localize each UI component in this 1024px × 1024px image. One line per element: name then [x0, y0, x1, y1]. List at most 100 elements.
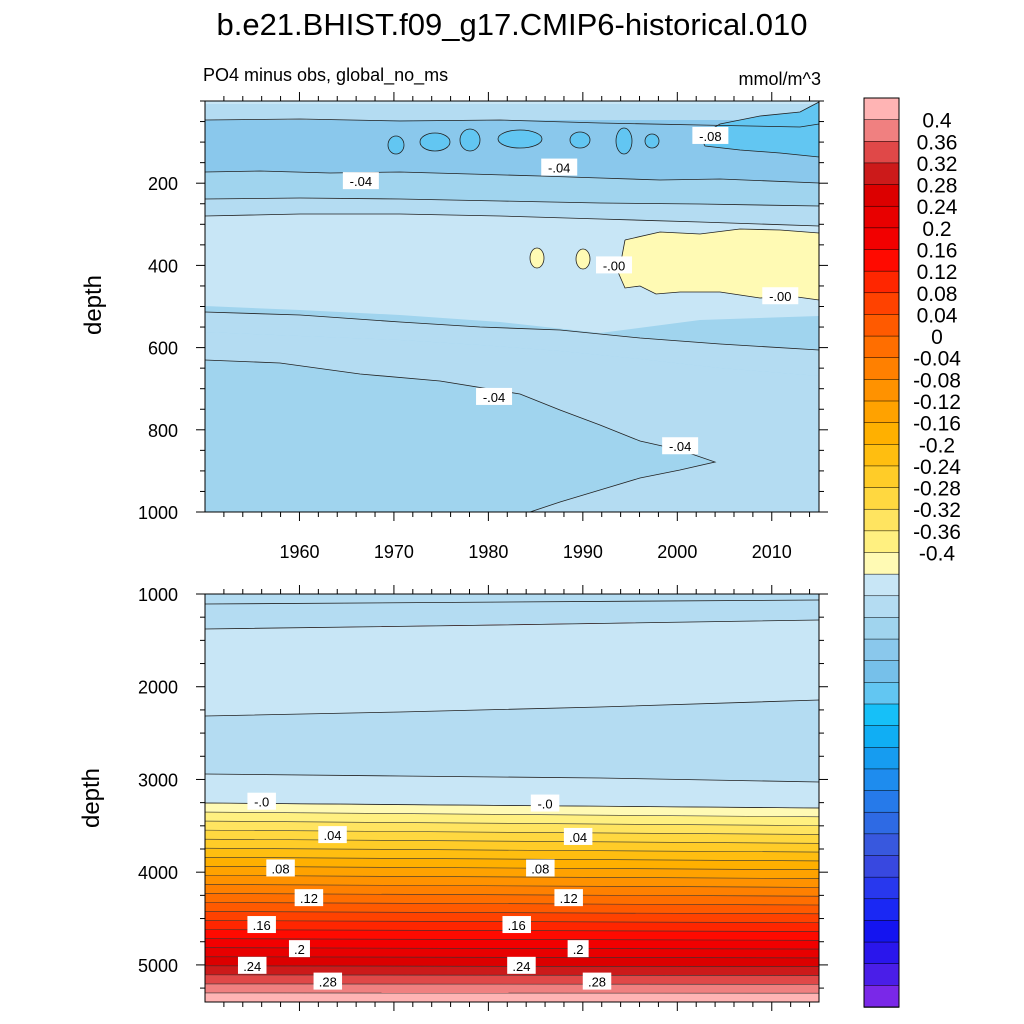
contour-label: .28 — [582, 972, 612, 990]
contour-label: .04 — [563, 827, 593, 845]
colorbar-swatch — [863, 487, 900, 510]
contour-label-bg — [342, 172, 379, 190]
contour-label-bg — [266, 859, 295, 877]
contour-label-text: -.04 — [350, 174, 372, 189]
contour-label-bg — [554, 889, 583, 907]
contour-label: -.0 — [530, 794, 560, 812]
contour-line — [205, 884, 819, 888]
colorbar-swatch — [863, 573, 900, 597]
contour-label-text: -.00 — [603, 258, 625, 273]
bottom-plot-frame — [204, 593, 820, 1003]
contour-line — [205, 829, 819, 835]
contour-band — [205, 884, 819, 897]
colorbar-tick-label: -0.36 — [913, 521, 961, 544]
colorbar-swatch — [863, 876, 900, 900]
colorbar-swatch — [863, 119, 900, 143]
colorbar-tick-label: 0.04 — [917, 304, 958, 327]
colorbar-swatch — [863, 508, 900, 532]
x-tick-label: 2000 — [657, 542, 697, 562]
contour-label: .28 — [313, 972, 343, 990]
contour-line — [205, 875, 819, 879]
x-tick-label: 1990 — [563, 542, 603, 562]
colorbar-tick-label: -0.08 — [913, 369, 961, 392]
y-tick-label: 1000 — [138, 585, 178, 605]
contour-label-bg — [530, 794, 560, 812]
contour-label-bg — [318, 826, 347, 844]
y-tick-label: 5000 — [138, 956, 178, 976]
colorbar-swatch — [863, 682, 900, 705]
colorbar-swatch — [863, 335, 900, 359]
colorbar-swatch — [863, 725, 900, 749]
contour-label-bg — [567, 940, 589, 958]
colorbar-swatch — [863, 855, 900, 878]
x-tick-label: 1960 — [279, 542, 319, 562]
contour-label: .16 — [502, 916, 531, 934]
contour-band — [205, 875, 819, 888]
contour-label-text: -.0 — [254, 795, 269, 810]
colorbar-swatch — [863, 141, 900, 164]
contour-band — [205, 893, 819, 906]
contour-label-text: .2 — [573, 942, 584, 957]
colorbar-swatch — [863, 660, 900, 684]
contour-label: -.04 — [342, 172, 379, 190]
colorbar-tick-label: 0.36 — [917, 131, 958, 154]
colorbar-tick-label: 0 — [931, 326, 943, 349]
contour-line — [205, 838, 819, 844]
bottom-axis-ticks — [196, 585, 828, 1011]
colorbar-tick-label: 0.4 — [922, 110, 952, 133]
contour-label: .08 — [526, 859, 555, 877]
contour-label: .12 — [554, 889, 583, 907]
contour-label-text: .28 — [319, 975, 337, 990]
colorbar-frame — [863, 97, 900, 1008]
colorbar-swatch — [863, 833, 900, 857]
contour-band — [205, 992, 819, 1002]
colorbar-swatch — [863, 530, 900, 554]
contour-label-text: .08 — [272, 861, 290, 876]
contour-label-bg — [247, 916, 276, 934]
contour-label-bg — [294, 889, 324, 907]
colorbar-swatch — [863, 205, 900, 229]
colorbar-tick-label: -0.4 — [919, 543, 956, 566]
colorbar-swatch — [863, 790, 900, 813]
contour-label-bg — [313, 972, 343, 990]
colorbar-swatch — [863, 920, 900, 943]
colorbar-swatch — [863, 249, 900, 272]
colorbar-tick-label: 0.12 — [917, 261, 958, 284]
x-tick-label: 1980 — [468, 542, 508, 562]
contour-line — [205, 811, 819, 818]
colorbar-tick-label: -0.24 — [913, 456, 961, 479]
colorbar-tick-labels: 0.40.360.320.280.240.20.160.120.080.040-… — [913, 110, 961, 566]
y-tick-label: 800 — [148, 421, 178, 441]
contour-label-text: -.04 — [548, 161, 570, 176]
y-tick-label: 4000 — [138, 863, 178, 883]
contour-label-text: .24 — [243, 959, 261, 974]
colorbar-swatch — [863, 379, 900, 402]
colorbar-tick-label: 0.28 — [917, 175, 958, 198]
main-title: b.e21.BHIST.f09_g17.CMIP6-historical.010 — [216, 7, 807, 42]
contour-label-text: .12 — [300, 891, 318, 906]
contour-label-bg — [526, 859, 555, 877]
contour-band — [205, 902, 819, 915]
contour-label-text: .28 — [588, 975, 606, 990]
contour-label: .24 — [237, 956, 267, 974]
colorbar-swatch — [863, 638, 900, 662]
contour-label-bg — [596, 256, 633, 274]
contour-band — [205, 947, 819, 959]
colorbar-swatch — [863, 552, 900, 575]
top-x-tick-labels: 1960 1970 1980 1990 2000 2010 — [279, 542, 791, 562]
contour-label-bg — [762, 287, 799, 305]
colorbar-swatch — [863, 444, 900, 467]
contour-label-bg — [507, 956, 536, 974]
contour-line — [205, 856, 819, 862]
contour-line — [205, 974, 819, 976]
contour-label-bg — [692, 126, 729, 144]
x-tick-label: 2010 — [752, 542, 792, 562]
contour-line — [205, 847, 819, 853]
colorbar-swatch — [863, 617, 900, 640]
contour-label-text: -.04 — [483, 390, 505, 405]
contour-label-bg — [476, 387, 513, 405]
contour-label-text: .08 — [531, 861, 549, 876]
contour-label: .2 — [288, 940, 310, 958]
colorbar-swatch — [863, 703, 900, 727]
